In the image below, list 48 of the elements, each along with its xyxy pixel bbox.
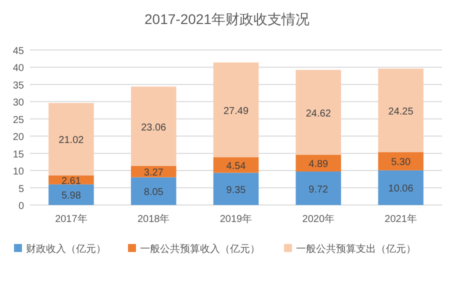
bar (213, 157, 259, 173)
bar (378, 170, 424, 205)
bar (48, 103, 94, 176)
y-tick-label: 15 (12, 149, 24, 160)
data-label: 24.62 (306, 108, 332, 120)
data-label: 8.05 (144, 187, 164, 198)
bar (296, 70, 342, 155)
data-label: 21.02 (58, 135, 84, 146)
y-tick-label: 25 (12, 114, 24, 126)
legend-label: 一般公共预算支出（亿元） (296, 243, 416, 255)
bar (296, 172, 342, 205)
data-label: 3.27 (144, 168, 164, 179)
y-tick-label: 10 (12, 166, 24, 178)
data-label: 5.98 (61, 190, 82, 202)
data-label: 9.72 (308, 184, 329, 196)
data-label: 27.49 (223, 106, 249, 117)
data-label: 24.25 (388, 106, 414, 118)
bar (296, 154, 342, 172)
data-label: 10.06 (388, 184, 414, 195)
y-tick-label: 0 (18, 201, 24, 212)
data-label: 4.89 (308, 159, 329, 170)
x-tick-label: 2018年 (137, 213, 170, 225)
y-tick-label: 20 (12, 132, 24, 144)
data-label: 9.35 (226, 184, 246, 196)
bar (130, 86, 176, 166)
legend-label: 财政收入（亿元） (26, 243, 106, 255)
x-tick-label: 2017年 (55, 213, 88, 225)
y-tick-label: 45 (12, 46, 24, 57)
bar (130, 177, 176, 205)
data-label: 5.30 (391, 157, 411, 168)
bar (213, 172, 259, 205)
y-tick-label: 40 (12, 63, 24, 74)
chart-title: 2017-2021年财政收支情况 (144, 11, 310, 27)
x-tick-label: 2021年 (384, 213, 417, 225)
bar (378, 152, 424, 170)
bar (130, 166, 176, 178)
data-label: 2.61 (61, 176, 82, 187)
bar (213, 62, 259, 158)
bar (48, 184, 94, 205)
y-tick-label: 30 (12, 98, 24, 109)
y-tick-label: 5 (18, 184, 24, 195)
legend-label: 一般公共预算收入（亿元） (140, 243, 260, 255)
x-tick-label: 2020年 (302, 213, 335, 225)
data-label: 23.06 (141, 122, 167, 134)
x-tick-label: 2019年 (220, 213, 252, 225)
data-label: 4.54 (226, 160, 246, 172)
bar (378, 68, 424, 152)
y-tick-label: 35 (12, 80, 24, 92)
